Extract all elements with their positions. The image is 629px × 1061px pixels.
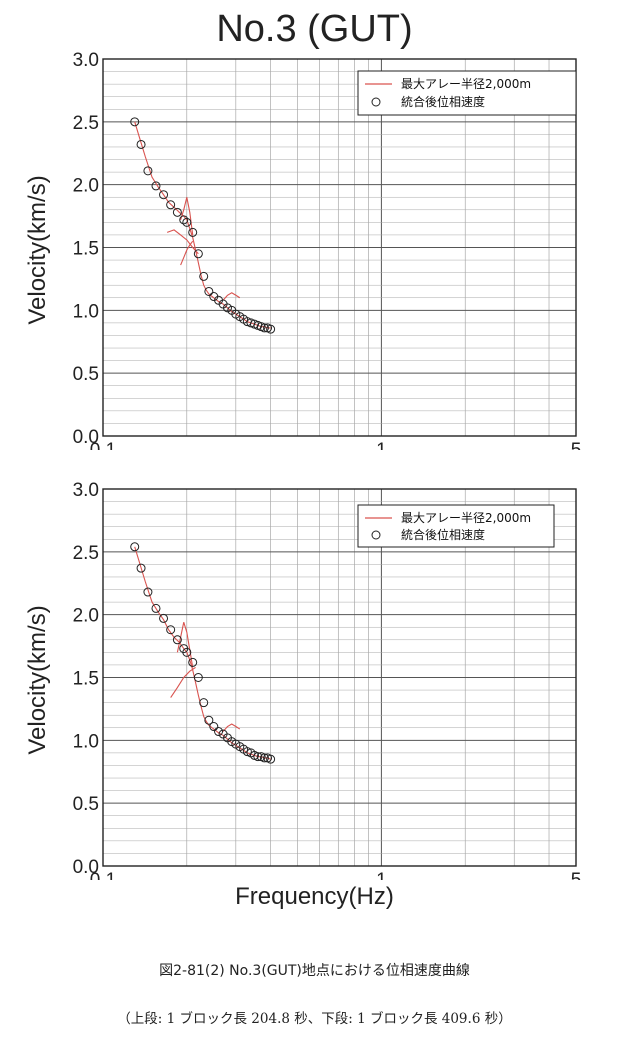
y-tick-label: 1.0 [73, 301, 99, 322]
plot-frame [102, 488, 577, 867]
phase-velocity-point [151, 603, 161, 613]
y-tick-label: 2.0 [73, 606, 99, 627]
phase-velocity-point [259, 753, 269, 763]
phase-velocity-point [199, 271, 209, 281]
phase-velocity-point [266, 754, 276, 764]
legend-marker-swatch [371, 530, 381, 540]
phase-velocity-point [136, 563, 146, 573]
legend-label-phase-velocity: 統合後位相速度 [401, 527, 485, 542]
y-tick-label: 2.5 [73, 113, 99, 134]
array-curve-line [170, 666, 196, 698]
phase-velocity-point [188, 657, 198, 667]
phase-velocity-point [179, 215, 189, 225]
array-curve-line [180, 240, 194, 266]
phase-velocity-point [166, 625, 176, 635]
legend-marker-swatch [371, 97, 381, 107]
array-curve-line [222, 723, 241, 732]
y-tick-label: 1.5 [73, 239, 99, 260]
phase-velocity-point [166, 200, 176, 210]
phase-velocity-point [259, 323, 269, 333]
array-curve-line [134, 121, 271, 329]
x-axis-label: Frequency(Hz) [235, 883, 394, 910]
phase-velocity-point [143, 166, 153, 176]
phase-velocity-point [136, 139, 146, 149]
legend: 最大アレー半径2,000m 統合後位相速度 [357, 504, 555, 548]
phase-velocity-point [193, 249, 203, 259]
figure-caption: 図2-81(2) No.3(GUT)地点における位相速度曲線 [159, 963, 470, 979]
phase-velocity-point [199, 698, 209, 708]
phase-velocity-point [242, 747, 252, 757]
phase-velocity-point [182, 647, 192, 657]
phase-velocity-point [266, 324, 276, 334]
legend-label-phase-velocity: 統合後位相速度 [401, 94, 485, 109]
y-axis-label: Velocity(km/s) [24, 175, 51, 324]
legend: 最大アレー半径2,000m 統合後位相速度 [357, 70, 577, 116]
y-axis-label: Velocity(km/s) [24, 605, 51, 754]
x-tick-label: 0.1 [90, 440, 116, 450]
phase-velocity-point [182, 217, 192, 227]
phase-velocity-point [253, 752, 263, 762]
x-tick-label: 1 [376, 440, 387, 450]
y-tick-label: 3.0 [73, 50, 99, 71]
x-tick-label: 5 [571, 440, 582, 450]
phase-velocity-point [159, 190, 169, 200]
array-curve-line [176, 622, 194, 668]
x-tick-label: 1 [376, 870, 387, 880]
legend-label-array: 最大アレー半径2,000m [401, 511, 531, 525]
y-tick-label: 2.5 [73, 543, 99, 564]
phase-velocity-point [172, 207, 182, 217]
y-tick-label: 0.0 [73, 857, 99, 878]
phase-velocity-point [193, 673, 203, 682]
y-tick-label: 0.0 [73, 427, 99, 448]
array-curve-line [222, 292, 241, 301]
legend-label-array: 最大アレー半径2,000m [401, 77, 531, 91]
phase-velocity-point [130, 542, 140, 552]
phase-velocity-point [209, 722, 219, 732]
phase-velocity-point [143, 587, 153, 597]
phase-velocity-point [204, 286, 214, 296]
x-tick-label: 5 [571, 870, 582, 880]
array-curve-line [180, 197, 194, 236]
chart-upper: 0.0 0.5 1.0 1.5 2.0 2.5 3.0 0.1 1 5 Velocity(km/s… [24, 50, 582, 450]
phase-velocity-point [151, 181, 161, 191]
page-title: No.3 (GUT) [216, 8, 413, 50]
array-curve-line [166, 229, 199, 255]
y-tick-label: 0.5 [73, 794, 99, 815]
phase-velocity-point [172, 635, 182, 645]
y-tick-label: 3.0 [73, 480, 99, 501]
phase-velocity-point [130, 117, 140, 127]
x-tick-label: 0.1 [90, 870, 116, 880]
y-tick-label: 0.5 [73, 364, 99, 385]
y-tick-label: 1.0 [73, 731, 99, 752]
figure-note: （上段: 1 ブロック長 204.8 秒、下段: 1 ブロック長 409.6 秒… [117, 1011, 512, 1027]
phase-velocity-point [214, 727, 224, 737]
y-tick-label: 2.0 [73, 176, 99, 197]
chart-lower: 0.0 0.5 1.0 1.5 2.0 2.5 3.0 0.1 1 5 Velocity(km/s… [24, 480, 582, 880]
phase-velocity-point [159, 613, 169, 623]
phase-velocity-point [188, 227, 198, 237]
plot-frame [102, 58, 577, 437]
array-curve-line [134, 546, 271, 760]
phase-velocity-point [204, 715, 214, 725]
y-tick-label: 1.5 [73, 669, 99, 690]
